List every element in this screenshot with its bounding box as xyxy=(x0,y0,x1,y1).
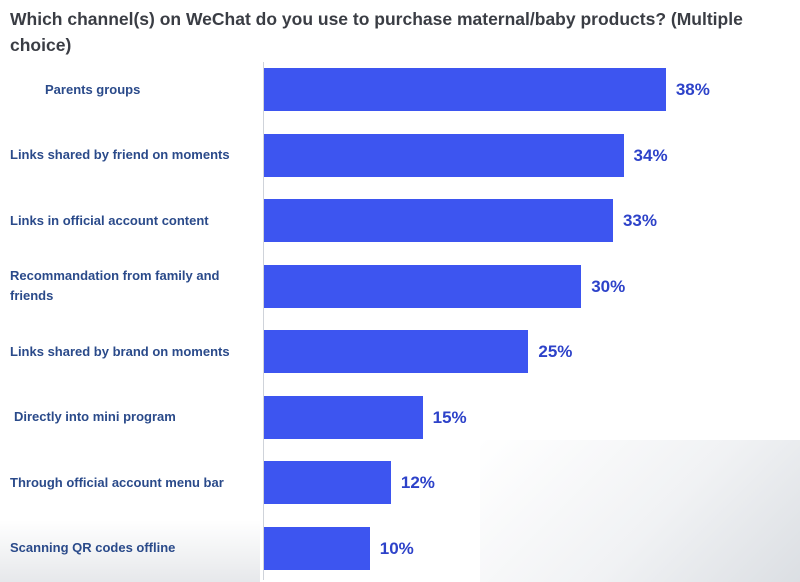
category-label: Parents groups xyxy=(45,81,141,97)
background-decoration-left xyxy=(0,520,260,582)
bar xyxy=(264,461,391,504)
background-decoration xyxy=(480,440,800,582)
value-label: 25% xyxy=(538,342,573,361)
category-label: Through official account menu bar xyxy=(10,474,224,490)
category-label: Links shared by brand on moments xyxy=(10,343,230,359)
category-label: Links shared by friend on moments xyxy=(10,147,230,162)
chart-title: Which channel(s) on WeChat do you use to… xyxy=(10,9,743,55)
value-label: 15% xyxy=(432,407,467,427)
value-label: 38% xyxy=(675,80,710,99)
category-label: Scanning QR codes offline xyxy=(10,540,176,555)
value-label: 34% xyxy=(633,145,668,165)
value-label: 10% xyxy=(379,538,414,558)
category-label: Directly into mini program xyxy=(14,409,176,424)
bar xyxy=(264,330,529,373)
bar xyxy=(264,395,423,439)
bar xyxy=(264,199,613,242)
bar xyxy=(264,526,370,570)
bar xyxy=(264,68,666,111)
bar xyxy=(264,264,582,308)
y-axis-line xyxy=(263,62,264,580)
value-label: 30% xyxy=(591,276,626,296)
category-label: Links in official account content xyxy=(10,212,209,228)
value-label: 33% xyxy=(622,211,657,230)
bar xyxy=(264,133,624,177)
value-label: 12% xyxy=(400,473,435,492)
category-label: Recommandation from family and friends xyxy=(10,268,220,303)
